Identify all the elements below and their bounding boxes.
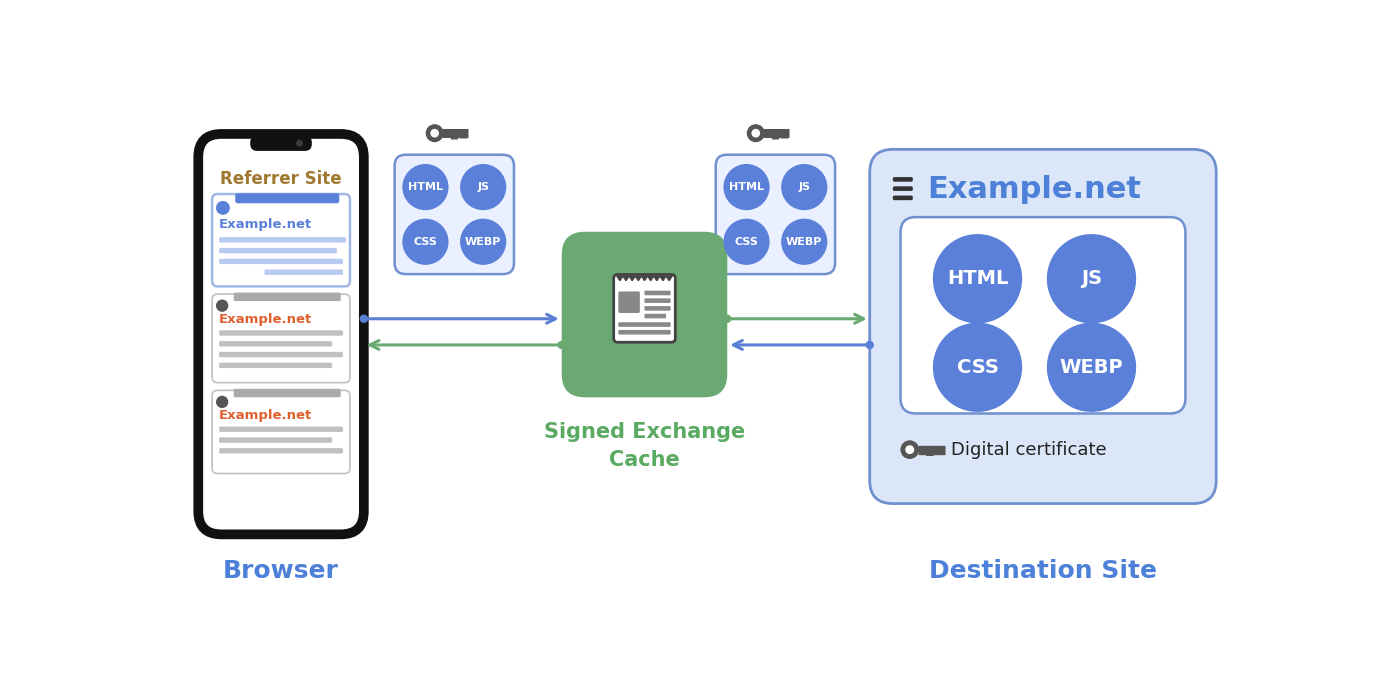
Circle shape bbox=[297, 139, 304, 147]
FancyBboxPatch shape bbox=[234, 292, 341, 301]
FancyBboxPatch shape bbox=[234, 389, 341, 397]
Text: HTML: HTML bbox=[407, 182, 444, 192]
Polygon shape bbox=[617, 276, 622, 281]
Circle shape bbox=[557, 341, 565, 349]
Circle shape bbox=[426, 124, 444, 142]
Text: CSS: CSS bbox=[735, 237, 758, 247]
FancyBboxPatch shape bbox=[395, 155, 514, 274]
Circle shape bbox=[782, 164, 827, 210]
Circle shape bbox=[723, 164, 769, 210]
Polygon shape bbox=[667, 276, 672, 281]
Text: WEBP: WEBP bbox=[1060, 358, 1123, 377]
FancyBboxPatch shape bbox=[618, 330, 671, 335]
Text: HTML: HTML bbox=[729, 182, 764, 192]
Circle shape bbox=[402, 164, 449, 210]
Text: Destination Site: Destination Site bbox=[929, 558, 1157, 583]
FancyBboxPatch shape bbox=[893, 186, 913, 191]
Circle shape bbox=[901, 441, 919, 459]
Polygon shape bbox=[635, 276, 642, 281]
Text: Signed Exchange
Cache: Signed Exchange Cache bbox=[543, 422, 746, 470]
FancyBboxPatch shape bbox=[219, 426, 342, 432]
FancyBboxPatch shape bbox=[870, 150, 1217, 504]
FancyBboxPatch shape bbox=[219, 448, 342, 454]
Polygon shape bbox=[647, 276, 654, 281]
Circle shape bbox=[402, 219, 449, 265]
FancyBboxPatch shape bbox=[618, 292, 640, 313]
FancyBboxPatch shape bbox=[219, 362, 333, 368]
FancyBboxPatch shape bbox=[644, 299, 671, 303]
Circle shape bbox=[747, 124, 765, 142]
Text: Example.net: Example.net bbox=[219, 218, 312, 231]
FancyBboxPatch shape bbox=[219, 352, 342, 357]
Text: JS: JS bbox=[1081, 269, 1102, 288]
Circle shape bbox=[751, 129, 760, 137]
Polygon shape bbox=[660, 276, 667, 281]
FancyBboxPatch shape bbox=[219, 330, 342, 336]
FancyBboxPatch shape bbox=[219, 237, 346, 243]
Polygon shape bbox=[629, 276, 635, 281]
FancyBboxPatch shape bbox=[212, 194, 349, 286]
Circle shape bbox=[430, 129, 439, 137]
FancyBboxPatch shape bbox=[715, 155, 834, 274]
Text: HTML: HTML bbox=[947, 269, 1008, 288]
Text: Referrer Site: Referrer Site bbox=[220, 169, 342, 188]
FancyBboxPatch shape bbox=[618, 322, 671, 327]
FancyBboxPatch shape bbox=[644, 306, 671, 311]
FancyBboxPatch shape bbox=[198, 134, 363, 534]
FancyBboxPatch shape bbox=[219, 258, 342, 264]
Polygon shape bbox=[654, 276, 660, 281]
Circle shape bbox=[865, 341, 875, 349]
Circle shape bbox=[723, 315, 732, 323]
Circle shape bbox=[723, 219, 769, 265]
FancyBboxPatch shape bbox=[893, 177, 913, 182]
Circle shape bbox=[1046, 234, 1137, 324]
FancyBboxPatch shape bbox=[219, 341, 333, 347]
Text: Browser: Browser bbox=[223, 558, 340, 583]
Text: CSS: CSS bbox=[956, 358, 998, 377]
Circle shape bbox=[460, 164, 506, 210]
Circle shape bbox=[1046, 322, 1137, 412]
Circle shape bbox=[933, 322, 1023, 412]
FancyBboxPatch shape bbox=[644, 290, 671, 295]
FancyBboxPatch shape bbox=[251, 135, 312, 151]
Circle shape bbox=[216, 299, 229, 312]
FancyBboxPatch shape bbox=[901, 217, 1185, 413]
FancyBboxPatch shape bbox=[236, 193, 340, 203]
Circle shape bbox=[782, 219, 827, 265]
FancyBboxPatch shape bbox=[265, 269, 342, 275]
Text: JS: JS bbox=[798, 182, 811, 192]
Circle shape bbox=[216, 201, 230, 215]
Circle shape bbox=[933, 234, 1023, 324]
FancyBboxPatch shape bbox=[561, 232, 728, 397]
Text: WEBP: WEBP bbox=[786, 237, 822, 247]
FancyBboxPatch shape bbox=[644, 313, 667, 318]
FancyBboxPatch shape bbox=[893, 196, 913, 200]
Polygon shape bbox=[622, 276, 629, 281]
Polygon shape bbox=[642, 276, 647, 281]
FancyBboxPatch shape bbox=[212, 294, 349, 383]
Text: Example.net: Example.net bbox=[219, 313, 312, 326]
Text: WEBP: WEBP bbox=[464, 237, 502, 247]
FancyBboxPatch shape bbox=[614, 275, 675, 342]
Circle shape bbox=[216, 396, 229, 408]
FancyBboxPatch shape bbox=[219, 248, 337, 254]
Text: JS: JS bbox=[477, 182, 489, 192]
FancyBboxPatch shape bbox=[212, 390, 349, 473]
Circle shape bbox=[460, 219, 506, 265]
Text: Digital certificate: Digital certificate bbox=[951, 441, 1106, 459]
FancyBboxPatch shape bbox=[219, 437, 333, 443]
Circle shape bbox=[905, 445, 915, 454]
Text: CSS: CSS bbox=[413, 237, 438, 247]
Circle shape bbox=[359, 315, 369, 323]
Text: Example.net: Example.net bbox=[219, 409, 312, 422]
Text: Example.net: Example.net bbox=[927, 175, 1142, 204]
